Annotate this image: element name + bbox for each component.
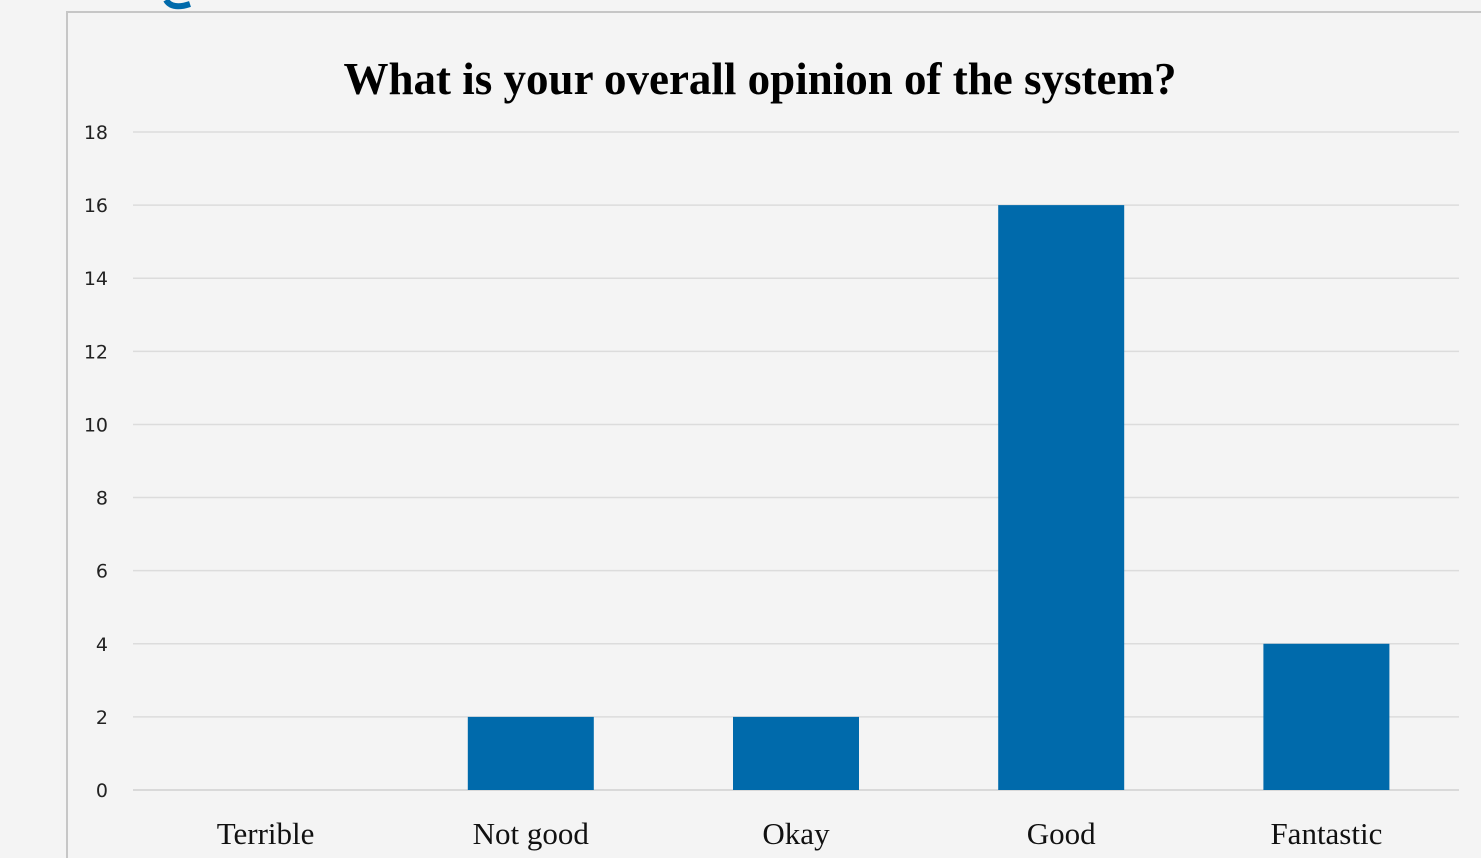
y-tick-label: 18 <box>84 122 108 144</box>
y-axis-ticks: 0 2 4 6 8 10 12 14 16 18 <box>84 122 108 802</box>
y-tick-label: 4 <box>96 634 108 656</box>
x-tick-label: Good <box>1027 816 1096 851</box>
bar-okay <box>733 716 859 790</box>
x-tick-label: Fantastic <box>1270 816 1382 851</box>
y-tick-label: 10 <box>84 414 108 436</box>
y-tick-label: 0 <box>96 780 108 802</box>
cropped-heading-fragment-icon <box>163 0 191 10</box>
bars <box>467 205 1390 791</box>
bar-good <box>998 205 1125 791</box>
y-tick-label: 2 <box>96 707 108 729</box>
y-tick-label: 6 <box>96 561 108 583</box>
bar-not-good <box>467 716 594 790</box>
y-tick-label: 16 <box>84 195 108 217</box>
y-tick-label: 8 <box>96 488 108 510</box>
y-tick-label: 12 <box>84 341 108 363</box>
x-tick-label: Okay <box>762 816 830 851</box>
bar-fantastic <box>1263 643 1390 790</box>
x-tick-label: Not good <box>473 816 590 851</box>
chart-title: What is your overall opinion of the syst… <box>344 54 1177 104</box>
y-tick-label: 14 <box>84 268 108 290</box>
chart-decoration <box>163 0 191 10</box>
gridlines <box>133 131 1459 791</box>
x-axis-ticks: Terrible Not good Okay Good Fantastic <box>217 816 1383 851</box>
x-tick-label: Terrible <box>217 816 315 851</box>
chart-frame <box>66 11 1481 858</box>
